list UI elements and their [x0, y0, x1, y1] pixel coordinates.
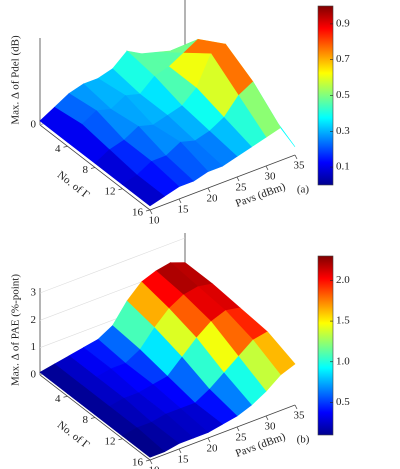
x-tick-label: 10 [149, 215, 161, 227]
tick-mark [149, 459, 153, 465]
y-tick-label: 4 [55, 393, 61, 405]
tick-mark [207, 437, 211, 443]
x-tick-label: 15 [178, 454, 190, 466]
tick-mark [178, 198, 182, 204]
tick-mark [236, 426, 240, 432]
tick-mark [145, 459, 151, 462]
z-tick-label: 1 [31, 341, 37, 353]
y-tick-label: 4 [55, 143, 61, 155]
y-tick-label: 16 [132, 457, 144, 469]
colorbar-tick-label: 0.7 [336, 53, 350, 65]
colorbar-tick-label: 0.5 [336, 89, 350, 101]
tick-mark [265, 165, 269, 171]
z-tick-label: 0 [31, 119, 37, 131]
colorbar-tick-label: 0.1 [336, 161, 350, 173]
colorbar-tick-label: 2.0 [336, 274, 350, 286]
tick-mark [145, 209, 151, 212]
tick-mark [149, 209, 153, 215]
x-tick-label: 20 [207, 443, 219, 455]
x-tick-label: 25 [236, 432, 248, 444]
x-tick-label: 30 [265, 421, 277, 433]
tick-mark [90, 417, 96, 419]
x-tick-label: 30 [265, 171, 277, 183]
x-tick-label: 35 [294, 410, 306, 422]
tick-mark [294, 154, 298, 160]
tick-mark [118, 188, 123, 191]
y-tick-label: 12 [105, 435, 116, 447]
tick-mark [294, 404, 298, 410]
x-tick-label: 15 [178, 204, 190, 216]
z-tick-label: 0 [31, 369, 37, 381]
z-axis-label: Max. Δ of Pdel (dB) [10, 35, 22, 125]
tick-mark [63, 395, 68, 398]
grid-line [39, 237, 186, 294]
x-tick-label: 25 [236, 182, 248, 194]
tick-mark [265, 415, 269, 421]
colorbar-tick-label: 0.9 [336, 17, 350, 29]
x-tick-label: 20 [207, 193, 219, 205]
x-tick-label: 35 [294, 160, 306, 172]
tick-mark [63, 145, 68, 148]
tick-mark [118, 438, 123, 441]
tick-mark [178, 448, 182, 454]
y-tick-label: 8 [83, 414, 89, 426]
surface-patch [121, 174, 166, 207]
colorbar-tick-label: 1.5 [336, 315, 350, 327]
colorbar [317, 255, 334, 436]
panel-label: (b) [297, 434, 310, 446]
surface-patch [121, 427, 166, 458]
tick-mark [207, 187, 211, 193]
z-tick-label: 3 [31, 287, 37, 299]
y-tick-label: 12 [105, 185, 116, 197]
z-axis-label: Max. Δ of PAE (%-point) [10, 274, 22, 386]
tick-mark [90, 167, 96, 169]
y-tick-label: 8 [83, 164, 89, 176]
colorbar-tick-label: 0.3 [336, 125, 350, 137]
tick-mark [236, 176, 240, 182]
z-tick-label: 2 [31, 314, 37, 326]
x-tick-label: 10 [149, 465, 161, 469]
colorbar-tick-label: 1.0 [336, 355, 350, 367]
colorbar-tick-label: 0.5 [336, 396, 350, 408]
y-tick-label: 16 [132, 207, 144, 219]
panel-label: (a) [297, 184, 310, 196]
